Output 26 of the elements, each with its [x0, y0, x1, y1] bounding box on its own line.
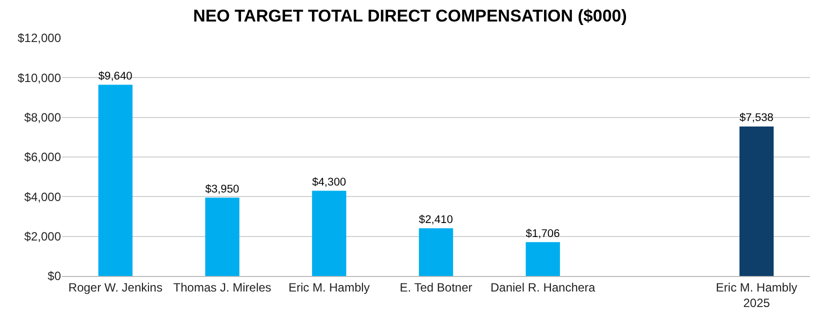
x-tick-label: E. Ted Botner: [400, 280, 472, 294]
bar: [205, 198, 240, 276]
data-label: $2,410: [418, 214, 453, 226]
y-tick-label: $0: [48, 269, 62, 284]
data-label: $1,706: [526, 228, 560, 240]
y-tick-label: $8,000: [24, 110, 62, 125]
y-tick-label: $12,000: [18, 31, 62, 46]
y-tick-label: $4,000: [24, 190, 62, 204]
y-tick-label: $2,000: [24, 230, 62, 244]
data-label: $3,950: [205, 183, 240, 196]
bar: [739, 126, 774, 276]
bar: [98, 84, 133, 276]
x-tick-label: Daniel R. Hanchera: [490, 280, 596, 294]
data-label: $7,538: [739, 112, 774, 124]
data-label: $4,300: [312, 176, 346, 188]
bar: [526, 242, 560, 276]
x-tick-label: Eric M. Hambly: [288, 280, 370, 294]
y-tick-label: $10,000: [18, 70, 62, 85]
x-tick-label: Eric M. Hambly 2025: [716, 280, 798, 310]
bar: [312, 190, 346, 276]
bar: [418, 228, 454, 276]
x-tick-label: Thomas J. Mireles: [173, 280, 272, 294]
chart-title: NEO TARGET TOTAL DIRECT COMPENSATION ($000): [193, 6, 627, 26]
y-tick-label: $6,000: [24, 150, 62, 164]
data-label: $9,640: [98, 70, 132, 82]
x-tick-label: Roger W. Jenkins: [68, 280, 162, 294]
